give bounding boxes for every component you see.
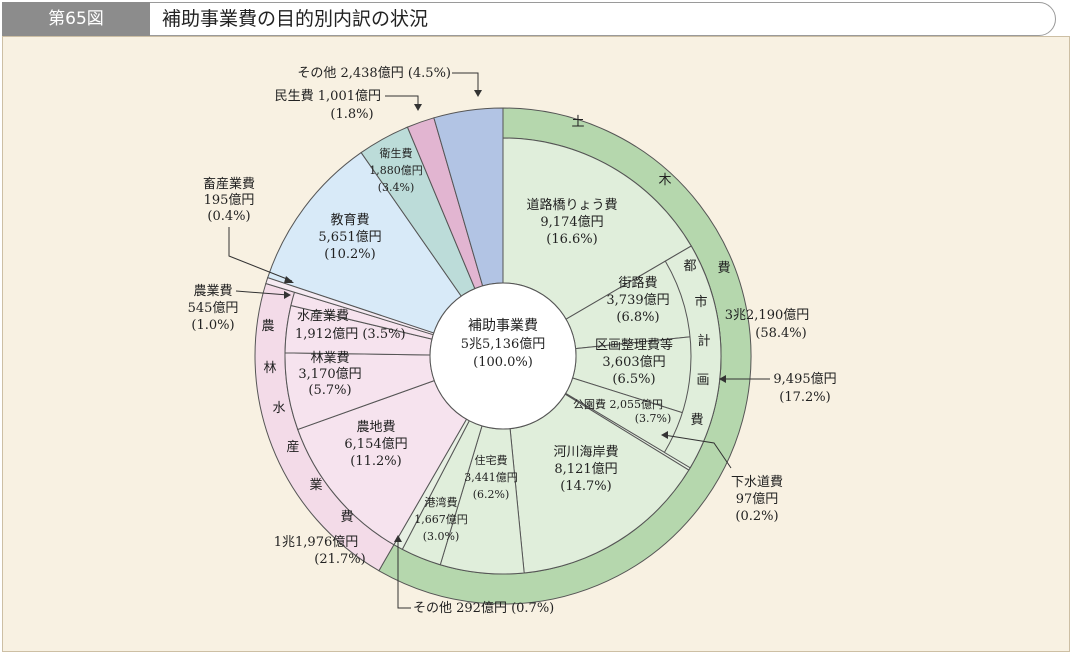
leader-arrows: [284, 90, 726, 542]
toshi-char-1: 都: [683, 259, 696, 274]
label-norin-pct: (21.7%): [314, 552, 365, 567]
figure-header: 第65図 補助事業費の目的別内訳の状況: [2, 2, 1062, 36]
label-chikusan-amount: 195億円: [204, 192, 255, 208]
label-farmland-pct: (11.2%): [350, 454, 401, 469]
leader-nogyo: [235, 290, 289, 296]
label-toshi-pct: (17.2%): [779, 390, 830, 405]
norin-char-5: 業: [309, 477, 322, 493]
label-park-pct: (3.7%): [635, 412, 672, 425]
norin-char-6: 費: [340, 510, 353, 525]
center-pct: (100.0%): [473, 355, 533, 370]
label-health-name: 衛生費: [380, 146, 413, 160]
label-gesui-name: 下水道費: [731, 475, 783, 490]
label-gesui-pct: (0.2%): [735, 509, 778, 524]
label-farmland-amount: 6,154億円: [344, 436, 407, 452]
inner-ring: [265, 107, 722, 575]
leader-chikusan: [228, 227, 293, 282]
norin-char-3: 水: [272, 401, 285, 416]
label-river-pct: (14.7%): [560, 479, 611, 494]
label-chikusan-pct: (0.4%): [207, 209, 250, 224]
label-kukaku-pct: (6.5%): [612, 372, 655, 387]
label-education-pct: (10.2%): [324, 247, 375, 262]
label-housing-amount: 3,441億円: [464, 471, 518, 484]
label-toshi-amount: 9,495億円: [773, 371, 836, 387]
center-hole: [429, 282, 577, 430]
label-farmland-name: 農地費: [356, 420, 395, 435]
label-river-amount: 8,121億円: [554, 461, 617, 477]
doboku-char-3: 費: [717, 261, 730, 276]
label-health-pct: (3.4%): [378, 181, 415, 194]
center-amount: 5兆5,136億円: [461, 336, 546, 352]
label-kukaku-amount: 3,603億円: [602, 354, 665, 370]
doboku-char-1: 土: [571, 115, 584, 130]
toshi-keikaku-ring: [663, 245, 722, 469]
label-forestry-name: 林業費: [310, 350, 349, 366]
label-sonota-bottom: その他 292億円 (0.7%): [413, 600, 554, 616]
leader-sonota-top: [452, 72, 479, 94]
label-river-name: 河川海岸費: [553, 445, 618, 460]
label-doboku-pct: (58.4%): [755, 326, 806, 341]
label-nogyo-pct: (1.0%): [191, 318, 234, 333]
center-title: 補助事業費: [468, 318, 538, 334]
ring-toshi-keikaku: [663, 245, 722, 469]
figure-title: 補助事業費の目的別内訳の状況: [162, 8, 429, 30]
label-road-amount: 9,174億円: [540, 214, 603, 230]
label-fishery-value: 1,912億円 (3.5%): [295, 326, 406, 342]
leader-gesui: [663, 434, 732, 469]
label-kukaku-name: 区画整理費等: [595, 337, 673, 353]
norin-char-2: 林: [263, 361, 276, 376]
label-doboku-amount: 3兆2,190億円: [725, 307, 810, 323]
toshi-char-3: 計: [697, 333, 710, 349]
toshi-char-4: 画: [696, 373, 709, 388]
label-minsei-pct: (1.8%): [330, 107, 373, 122]
figure-number: 第65図: [2, 2, 150, 36]
label-street-name: 街路費: [618, 275, 657, 291]
toshi-char-2: 市: [694, 294, 707, 310]
norin-char-4: 産: [286, 439, 299, 455]
label-port-pct: (3.0%): [423, 530, 460, 543]
label-fishery-name: 水産業費: [297, 308, 349, 324]
label-port-amount: 1,667億円: [414, 513, 468, 526]
label-education-name: 教育費: [330, 212, 369, 228]
label-education-amount: 5,651億円: [318, 229, 381, 245]
label-health-amount: 1,880億円: [369, 164, 423, 177]
label-street-pct: (6.8%): [616, 310, 659, 325]
label-norin-amount: 1兆1,976億円: [274, 534, 359, 550]
label-sonota-top: その他 2,438億円 (4.5%): [297, 65, 451, 81]
header-bar: [2, 2, 1056, 36]
label-minsei: 民生費 1,001億円: [275, 88, 381, 104]
leader-lines: [228, 72, 770, 609]
label-road-name: 道路橋りょう費: [526, 197, 617, 213]
norin-char-1: 農: [261, 319, 274, 334]
label-nogyo-name: 農業費: [193, 283, 232, 299]
label-park: 公園費 2,055億円: [573, 397, 663, 411]
label-housing-pct: (6.2%): [473, 488, 510, 501]
doboku-char-2: 木: [658, 173, 671, 188]
toshi-char-5: 費: [690, 413, 703, 428]
label-housing-name: 住宅費: [475, 453, 508, 467]
label-forestry-pct: (5.7%): [308, 383, 351, 398]
label-gesui-amount: 97億円: [736, 491, 779, 507]
label-nogyo-amount: 545億円: [188, 300, 239, 316]
label-chikusan-name: 畜産業費: [203, 176, 255, 192]
leader-sonota-bottom: [397, 538, 411, 609]
label-port-name: 港湾費: [425, 495, 458, 509]
label-forestry-amount: 3,170億円: [298, 366, 361, 382]
label-road-pct: (16.6%): [546, 232, 597, 247]
leader-minsei: [385, 95, 419, 108]
label-street-amount: 3,739億円: [606, 292, 669, 308]
